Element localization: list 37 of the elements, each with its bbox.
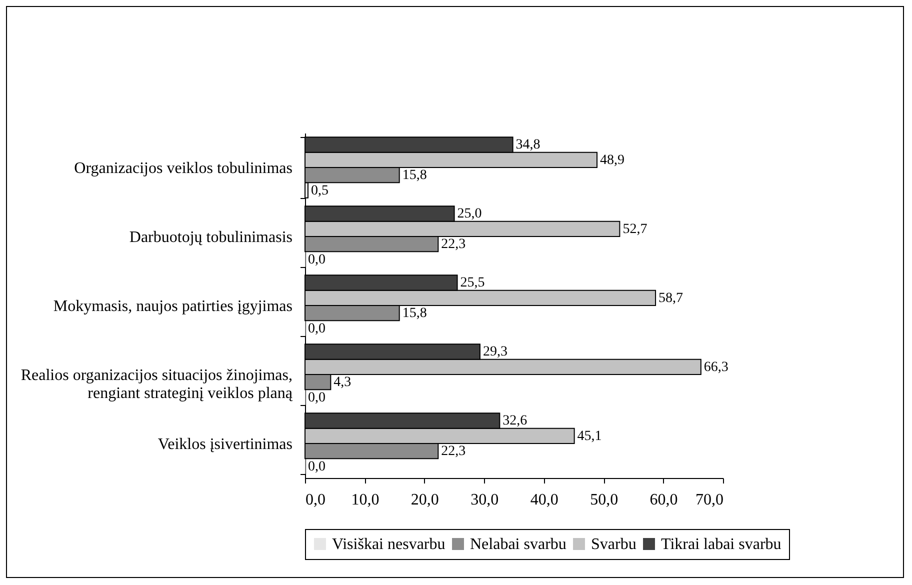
data-label: 32,6 [502,414,528,429]
data-label: 15,8 [402,306,427,322]
y-tick-label: Darbuotojų tobulinimasis [129,229,292,246]
legend-label: Tikrai labai svarbu [661,536,782,553]
data-label: 66,3 [704,360,728,375]
data-label: 4,3 [334,375,352,390]
data-label: 15,8 [402,168,427,184]
x-tick-label: 50,0 [590,492,618,508]
x-tick-label: 70,0 [696,492,724,508]
data-label: 0,0 [308,459,326,474]
data-label: 34,8 [516,138,540,153]
legend-label: Visiškai nesvarbu [332,536,446,553]
data-label: 0,0 [308,252,326,268]
data-label: 22,3 [441,444,466,460]
x-tick-label: 60,0 [650,492,678,508]
y-tick-label: Realios organizacijos situacijos žinojimas, rengiant strateginį veiklos planą [20,367,294,402]
y-tick-label: Mokymasis, naujos patirties įgyjimas [53,298,292,315]
x-tick-label: 30,0 [470,492,499,508]
data-label: 25,0 [457,206,482,222]
x-tick-label: 40,0 [530,492,558,508]
data-label: 52,7 [622,222,648,237]
data-label: 0,5 [310,183,328,198]
data-label: 48,9 [600,152,625,168]
x-tick-label: 10,0 [351,492,380,508]
data-label: 0,0 [308,321,326,336]
data-label: 58,7 [658,290,684,306]
data-label: 45,1 [577,428,602,444]
y-tick-label: Veiklos įsivertinimas [158,436,292,453]
legend-label: Svarbu [591,536,636,553]
y-tick-label: Organizacijos veiklos tobulinimas [74,160,292,177]
data-label: 22,3 [441,237,466,252]
data-label: 29,3 [482,344,508,360]
legend-label: Nelabai svarbu [470,536,566,553]
x-tick-label: 0,0 [306,492,326,508]
x-tick-label: 20,0 [410,492,439,508]
data-label: 0,0 [308,390,326,406]
data-label: 25,5 [460,276,485,291]
